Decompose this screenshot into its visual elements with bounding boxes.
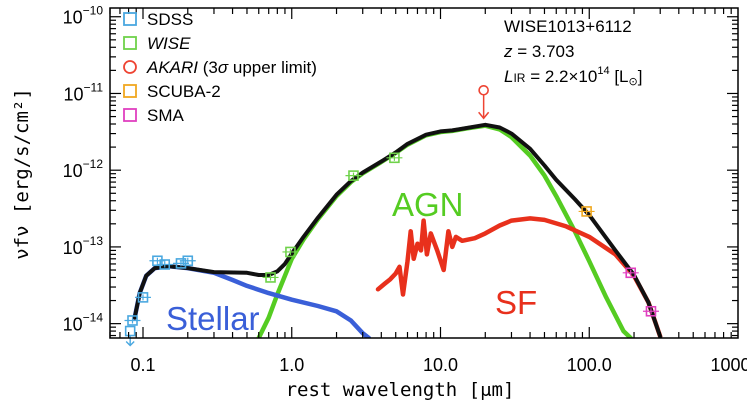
data-point-sdss (135, 292, 151, 303)
y-axis-label: νfν [erg/s/cm²] (11, 88, 33, 260)
object-name: WISE1013+6112 (504, 17, 632, 36)
y-tick-label: 10−14 (63, 311, 104, 335)
sun-symbol: ⊙ (629, 76, 638, 88)
x-tick-label: 1.0 (279, 355, 304, 375)
legend-label-sdss: SDSS (147, 10, 193, 29)
legend-label-akari: AKARI (3σ upper limit) (146, 58, 317, 77)
data-point-sma (622, 267, 639, 279)
plot-frame (109, 7, 739, 339)
y-tick-label: 10−11 (64, 80, 104, 104)
curve-total (132, 122, 663, 338)
upper-limit-akari (478, 84, 490, 120)
legend-label-sma: SMA (147, 106, 185, 125)
y-tick-label: 10−12 (63, 157, 104, 181)
data-point-wise (345, 170, 362, 181)
x-tick-label: 100.0 (567, 355, 612, 375)
y-tick-label: 10−10 (63, 4, 104, 28)
x-tick-label: 0.1 (130, 355, 155, 375)
object-annotation: WISE1013+6112 z = 3.703 LIR = 2.2×1014 [… (503, 17, 642, 88)
data-point-sdss (156, 259, 173, 270)
axis-ticks (109, 8, 738, 338)
photometry-points (124, 84, 659, 347)
legend-label-wise: WISE (147, 34, 191, 53)
data-point-scuba-2 (578, 206, 595, 217)
component-label-sf: SF (495, 284, 537, 321)
x-axis-label: rest wavelength [μm] (286, 379, 515, 401)
data-point-sdss (172, 258, 189, 269)
legend: SDSS WISE AKARI (3σ upper limit) SCUBA-2… (123, 10, 317, 125)
legend-marker-sma (123, 108, 137, 122)
upper-limit-sdss (124, 325, 136, 347)
data-point-wise (262, 272, 279, 283)
legend-marker-scuba2 (123, 84, 137, 98)
data-point-sdss (179, 255, 196, 267)
legend-marker-wise (123, 36, 137, 50)
luminosity-label: LIR = 2.2×1014 [L⊙] (504, 65, 642, 88)
tick-labels: 0.1 1.0 10.0 100.0 1000.0 10−14 10−13 10−12 10−1… (63, 4, 747, 375)
legend-marker-sdss (123, 12, 137, 26)
data-point-sma (642, 305, 659, 317)
x-tick-label: 1000.0 (710, 355, 747, 375)
model-curves (132, 122, 663, 338)
data-point-wise (282, 246, 299, 258)
component-label-agn: AGN (392, 186, 464, 223)
redshift-label: z = 3.703 (503, 42, 574, 61)
component-label-stellar: Stellar (166, 300, 260, 337)
curve-sf (375, 216, 663, 338)
y-tick-label: 10−13 (63, 234, 104, 258)
legend-label-scuba2: SCUBA-2 (147, 82, 221, 101)
x-tick-label: 10.0 (423, 355, 458, 375)
data-point-sdss (124, 315, 141, 326)
legend-marker-akari (123, 60, 137, 74)
data-point-wise (386, 152, 403, 164)
